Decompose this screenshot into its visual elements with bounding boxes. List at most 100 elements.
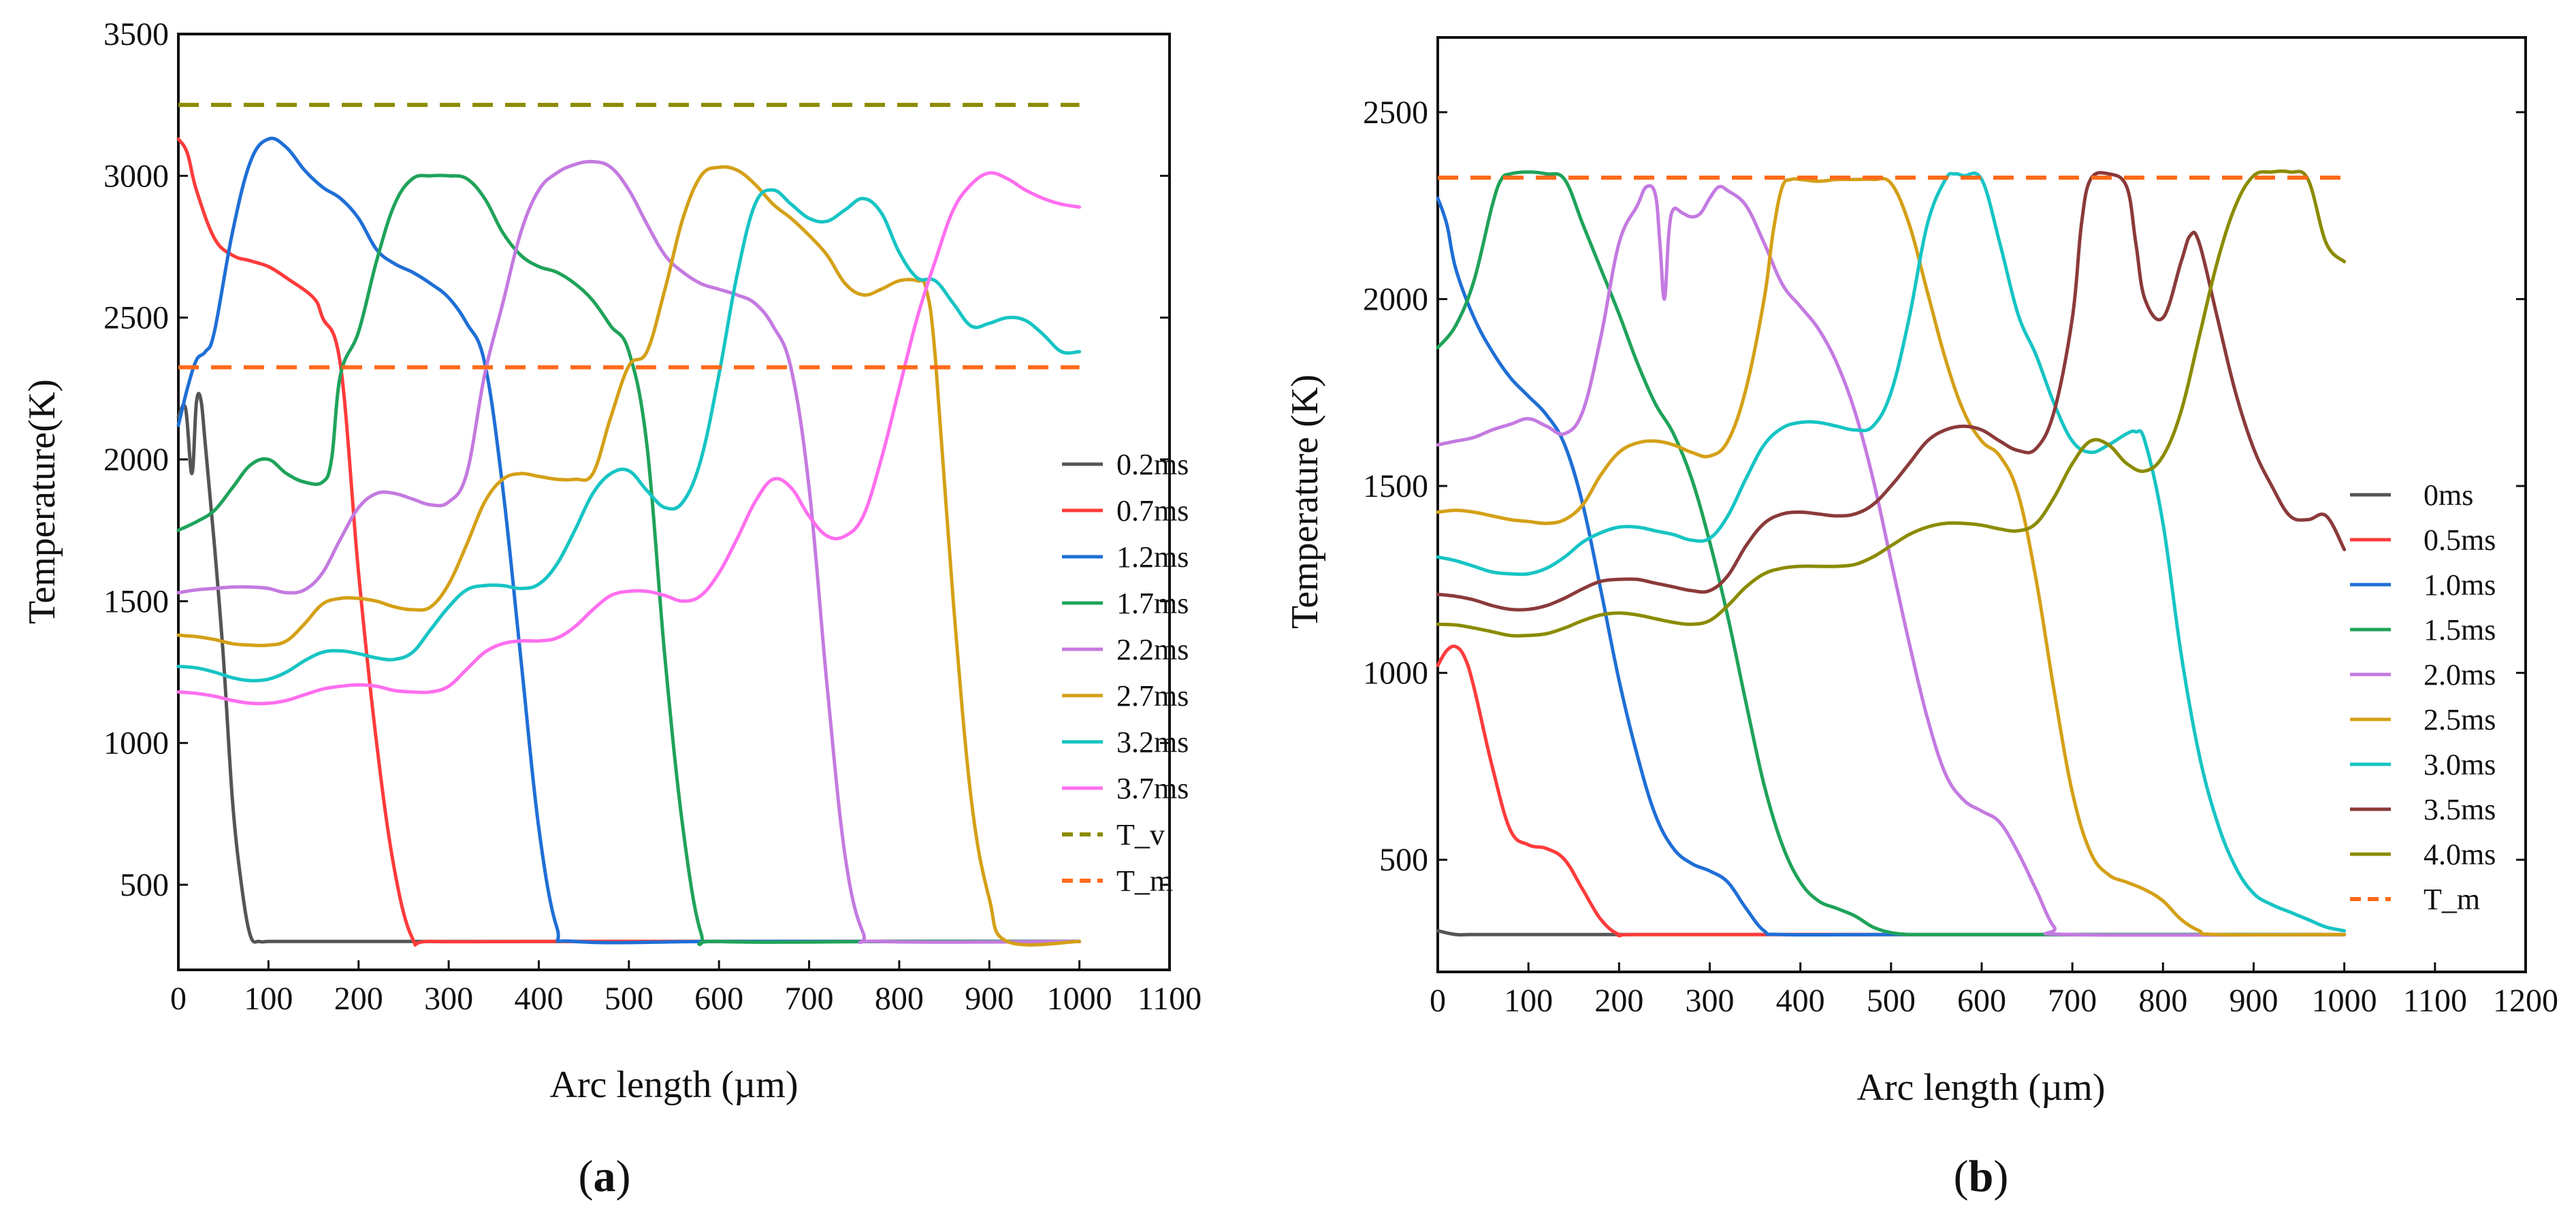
panel-a-series-2-7ms <box>176 165 1082 947</box>
panel-b-legend-entry-4-0ms: 4.0ms <box>2350 838 2496 871</box>
panel-a-x-tick-label: 700 <box>785 981 834 1017</box>
panel-b-y-tick-label: 1000 <box>1363 655 1428 691</box>
panel-b-x-tick-label: 400 <box>1776 983 1825 1019</box>
panel-b-y-tick-label: 1500 <box>1363 468 1428 504</box>
panel-a-label: (a) <box>579 1152 631 1201</box>
panel-b-legend-label-1-5ms: 1.5ms <box>2424 613 2496 647</box>
panel-b-x-tick-label: 1200 <box>2493 983 2558 1019</box>
panel-b-legend-entry-3-0ms: 3.0ms <box>2350 748 2496 781</box>
panel-a-y-tick-label: 2500 <box>103 300 169 336</box>
panel-a-legend: 0.2ms 0.7ms 1.2ms 1.7ms 2.2ms 2.7ms 3.2ms 3.7ms… <box>1062 448 1189 898</box>
panel-b-x-tick-label: 800 <box>2138 983 2187 1019</box>
panel-b-legend-entry-0-5ms: 0.5ms <box>2350 523 2496 557</box>
panel-a-series-1-7ms <box>176 174 1082 947</box>
panel-a-chart: 0 100 200 300 400 500 600 700 800 900 1000 1100 500 1… <box>21 16 1202 1201</box>
panel-a-series-3-2ms <box>176 188 1082 683</box>
panel-b-legend-label-0-5ms: 0.5ms <box>2424 523 2496 557</box>
panel-b-legend-label-3-5ms: 3.5ms <box>2424 793 2496 826</box>
panel-a-x-tick-label: 900 <box>965 981 1014 1017</box>
panel-a-series-0-7ms <box>176 137 1082 947</box>
panel-b-series-1-5ms <box>1436 170 2347 937</box>
panel-b-x-tick-label: 900 <box>2229 983 2279 1019</box>
panel-a-legend-entry-3-2ms: 3.2ms <box>1062 726 1189 759</box>
panel-a-y-tick-label: 3500 <box>103 16 169 52</box>
panel-a-y-tick-label: 2000 <box>103 442 169 478</box>
panel-a-y-tick-label: 500 <box>120 867 169 903</box>
panel-a-series-1-2ms <box>176 136 1082 945</box>
panel-b-x-tick-label: 500 <box>1867 983 1916 1019</box>
panel-a-letter: a <box>594 1152 616 1201</box>
panel-b-legend-entry-1-5ms: 1.5ms <box>2350 613 2496 647</box>
panel-b-legend-label-0ms: 0ms <box>2424 478 2473 512</box>
panel-a-y-axis-label: Temperature(K) <box>21 379 63 624</box>
panel-b-x-tick-label: 1000 <box>2312 983 2377 1019</box>
panel-b-series-4-0ms <box>1436 169 2347 638</box>
panel-b-legend-label-3-0ms: 3.0ms <box>2424 748 2496 781</box>
panel-b-series-group <box>1436 169 2347 938</box>
panel-a-legend-label-2-7ms: 2.7ms <box>1116 679 1189 713</box>
panel-b-y-axis-label: Temperature (K) <box>1284 374 1326 629</box>
panel-b-x-tick-label: 1100 <box>2403 983 2467 1019</box>
panel-b-legend-label-2-5ms: 2.5ms <box>2424 703 2496 736</box>
panel-a-x-tick-label: 200 <box>334 981 383 1017</box>
panel-b-x-tick-label: 0 <box>1430 983 1446 1019</box>
panel-a-legend-entry-3-7ms: 3.7ms <box>1062 772 1189 805</box>
panel-a-legend-label-1-7ms: 1.7ms <box>1116 587 1189 620</box>
panel-a-legend-label-3-2ms: 3.2ms <box>1116 726 1189 759</box>
panel-b-legend-entry-1-0ms: 1.0ms <box>2350 568 2496 602</box>
panel-b-y-tick-label: 500 <box>1379 842 1428 878</box>
panel-b-legend-label-2-0ms: 2.0ms <box>2424 658 2496 691</box>
panel-a-x-tick-label: 300 <box>424 981 473 1017</box>
panel-b-y-tick-label: 2500 <box>1363 95 1428 131</box>
panel-a-x-axis-label: Arc length (µm) <box>549 1064 798 1106</box>
panel-a-legend-label-2-2ms: 2.2ms <box>1116 633 1189 666</box>
panel-a-legend-entry-2-7ms: 2.7ms <box>1062 679 1189 713</box>
panel-b-x-axis-label: Arc length (µm) <box>1856 1067 2105 1109</box>
panel-a-legend-label-0-7ms: 0.7ms <box>1116 494 1189 527</box>
panel-b-chart: 0 100 200 300 400 500 600 700 800 900 1000 1100 1200… <box>1284 36 2558 1201</box>
panel-a-x-tick-label: 1100 <box>1138 981 1202 1017</box>
panel-b-legend-label-4-0ms: 4.0ms <box>2424 838 2496 871</box>
panel-b-series-3-5ms <box>1436 171 2347 612</box>
panel-a-legend-label-3-7ms: 3.7ms <box>1116 772 1189 805</box>
panel-b-x-tick-label: 300 <box>1686 983 1735 1019</box>
panel-a-legend-entry-1-2ms: 1.2ms <box>1062 540 1189 574</box>
panel-a-x-tick-label: 400 <box>514 981 563 1017</box>
panel-b-letter: b <box>1969 1152 1994 1201</box>
panel-b-legend-label-1-0ms: 1.0ms <box>2424 568 2496 602</box>
panel-a-x-tick-label: 500 <box>605 981 654 1017</box>
panel-b-x-tick-label: 600 <box>1957 983 2006 1019</box>
panel-a-x-tick-label: 0 <box>170 981 187 1017</box>
panel-b-y-tick-label: 2000 <box>1363 281 1428 317</box>
panel-b-legend-entry-2-5ms: 2.5ms <box>2350 703 2496 736</box>
panel-a-legend-entry-t-v: T_v <box>1062 818 1165 851</box>
panel-a-series-3-7ms <box>176 171 1082 706</box>
panel-a-legend-entry-0-2ms: 0.2ms <box>1062 448 1189 481</box>
panel-a-legend-label-1-2ms: 1.2ms <box>1116 540 1189 574</box>
panel-a-y-tick-label: 3000 <box>103 158 169 194</box>
panel-a-x-tick-label: 100 <box>244 981 293 1017</box>
panel-a-x-tick-label: 1000 <box>1047 981 1112 1017</box>
panel-a-legend-label-0-2ms: 0.2ms <box>1116 448 1189 481</box>
panel-a-series-2-2ms <box>176 159 1082 945</box>
panel-b-legend: 0ms 0.5ms 1.0ms 1.5ms 2.0ms 2.5ms 3.0ms 3.5ms 4.… <box>2350 478 2496 916</box>
panel-b-series-2-0ms <box>1436 184 2347 937</box>
panel-a-y-tick-label: 1000 <box>103 726 169 762</box>
panel-a-legend-entry-0-7ms: 0.7ms <box>1062 494 1189 527</box>
panel-b-x-tick-label: 700 <box>2048 983 2097 1019</box>
panel-b-legend-entry-0ms: 0ms <box>2350 478 2473 512</box>
panel-a-y-tick-label: 1500 <box>103 583 169 619</box>
panel-a-legend-label-t-v: T_v <box>1116 818 1165 851</box>
panel-b-series-1-0ms <box>1436 196 2347 937</box>
panel-a-series-group <box>176 103 1082 947</box>
panel-a-legend-entry-t-m: T_m <box>1062 864 1173 898</box>
panel-a-x-tick-label: 800 <box>875 981 924 1017</box>
panel-b-legend-entry-t-m: T_m <box>2350 883 2480 916</box>
panel-a-legend-entry-2-2ms: 2.2ms <box>1062 633 1189 666</box>
panel-b-legend-entry-3-5ms: 3.5ms <box>2350 793 2496 826</box>
panel-b-legend-label-t-m: T_m <box>2424 883 2480 916</box>
panel-a-legend-label-t-m: T_m <box>1116 864 1173 898</box>
panel-b-x-tick-label: 200 <box>1594 983 1643 1019</box>
panel-b-x-tick-label: 100 <box>1504 983 1553 1019</box>
panel-a-x-tick-label: 600 <box>694 981 743 1017</box>
